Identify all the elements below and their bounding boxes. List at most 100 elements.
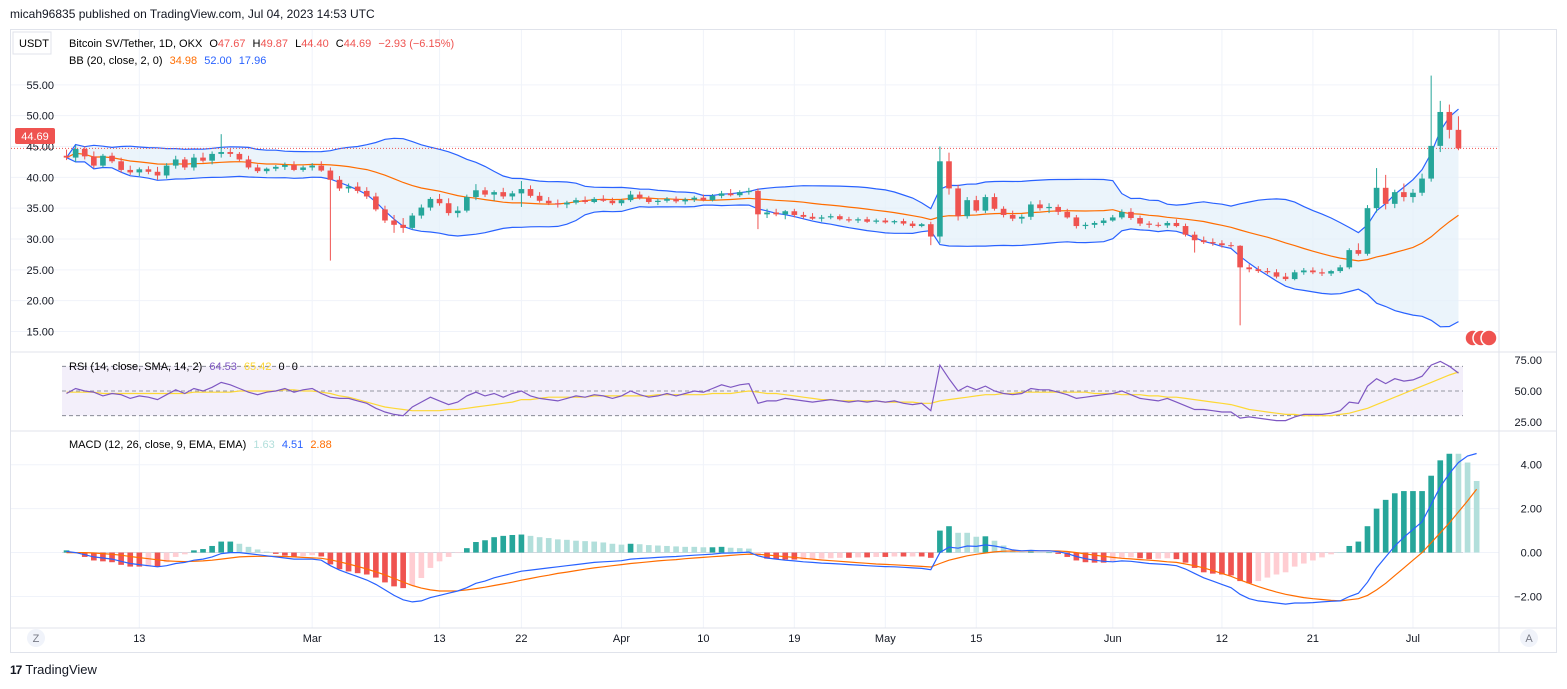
candle-body [909, 223, 916, 227]
macd-histogram-bar [482, 540, 488, 553]
macd-signal-value: 2.88 [310, 439, 331, 451]
macd-histogram-bar [1100, 552, 1107, 563]
publish-caption: micah96835 published on TradingView.com,… [10, 7, 375, 21]
candle-body [1210, 242, 1216, 244]
candle-body [1173, 222, 1180, 227]
macd-histogram-bar [373, 552, 379, 578]
price-tick-label: 55.00 [26, 80, 54, 92]
bollinger-bands [11, 108, 1499, 328]
price-tick-label: 15.00 [26, 327, 54, 339]
macd-histogram-bar [1191, 552, 1198, 568]
candle-body [1337, 267, 1344, 272]
macd-histogram-bar [1310, 552, 1316, 561]
macd-histogram-bar [991, 540, 998, 553]
candle-body [1355, 250, 1362, 254]
macd-histogram-bar [1046, 552, 1052, 554]
candle-body [1246, 267, 1253, 270]
auto-scale-button-label: A [1525, 633, 1533, 645]
macd-histogram-bar [809, 552, 816, 560]
price-tick-label: 25.00 [26, 265, 54, 277]
legend-c-value: 44.69 [344, 38, 372, 50]
chart-frame[interactable]: 55.00 50.00 45.00 40.00 35.00 30.00 25.00 20.00… [10, 29, 1557, 653]
time-tick-label: 22 [515, 633, 527, 645]
candle-body [63, 155, 70, 158]
economic-events-icon[interactable] [1464, 329, 1498, 347]
macd-histogram-bar [1355, 541, 1362, 553]
candle-body [1109, 217, 1116, 221]
candle-body [1119, 211, 1125, 218]
candle-body [1437, 111, 1444, 146]
candle-body [1419, 178, 1425, 193]
macd-histogram-bar [964, 532, 971, 553]
candle-body [946, 161, 952, 189]
macd-histogram-bar [500, 535, 507, 553]
time-tick-label: 10 [697, 633, 709, 645]
candle-body [327, 170, 334, 180]
candle-body [109, 155, 115, 162]
candle-body [345, 186, 352, 189]
candle-body [382, 209, 388, 221]
macd-histogram-bar [700, 547, 707, 553]
macd-histogram-bar [427, 552, 434, 568]
candle-body [1028, 204, 1034, 217]
candle-body [1128, 211, 1134, 219]
candle-body [118, 161, 124, 170]
macd-histogram-bar [709, 547, 716, 553]
macd-histogram-bar [354, 552, 361, 574]
rsi-pane [62, 360, 1463, 422]
bb-basis-value: 34.98 [170, 55, 198, 67]
macd-histogram-bar [1164, 552, 1171, 559]
candle-body [482, 190, 488, 195]
macd-histogram-bar [336, 552, 343, 570]
candle-body [937, 161, 943, 237]
macd-histogram-bar [1264, 552, 1271, 578]
macd-histogram-bar [791, 552, 798, 560]
time-tick-label: 19 [788, 633, 800, 645]
zoom-button[interactable] [27, 629, 45, 647]
macd-histogram-bar [309, 552, 315, 556]
candle-body [464, 197, 470, 211]
macd-line [66, 452, 1477, 605]
macd-histogram-bar [1155, 552, 1162, 559]
candle-body [509, 193, 516, 197]
legend-o-value: 47.67 [218, 38, 246, 50]
price-tick-label: 50.00 [26, 111, 54, 123]
macd-histogram-bar [1401, 491, 1407, 553]
auto-scale-button[interactable] [1520, 629, 1538, 647]
chart-svg[interactable]: 55.00 50.00 45.00 40.00 35.00 30.00 25.00 20.00… [11, 30, 1556, 652]
macd-histogram-bar [1391, 493, 1398, 553]
macd-histogram-bar [172, 552, 179, 557]
macd-histogram-bar [1055, 552, 1061, 554]
legend-h-value: 49.87 [260, 38, 288, 50]
macd-histogram-bar [272, 552, 279, 554]
macd-histogram-bar [827, 552, 834, 559]
candle-body [409, 215, 416, 228]
candle-body [1164, 222, 1171, 226]
macd-histogram-bar [282, 552, 288, 556]
candle-body [554, 203, 561, 205]
macd-histogram-bar [191, 550, 197, 553]
price-tick-label: 30.00 [26, 234, 54, 246]
currency-box[interactable] [12, 31, 52, 55]
macd-histogram-bar [554, 539, 561, 553]
candle-body [1282, 276, 1289, 280]
candle-body [1082, 224, 1089, 227]
candle-body [827, 216, 834, 218]
time-tick-label: 13 [433, 633, 445, 645]
candle-body [91, 156, 97, 166]
zoom-button-label: Z [33, 633, 40, 645]
time-tick-label: Apr [613, 633, 630, 645]
candle-body [809, 216, 816, 219]
candle-body [1018, 216, 1025, 219]
candle-body [837, 216, 843, 220]
macd-histogram-bar [837, 552, 843, 558]
tradingview-logo[interactable]: 17 TradingView [10, 662, 97, 677]
macd-histogram-bar [1200, 552, 1207, 573]
macd-hist-value: 1.63 [253, 439, 274, 451]
macd-histogram-bar [1346, 545, 1353, 553]
macd-histogram-bar [691, 546, 698, 553]
tradingview-brand: TradingView [25, 662, 97, 677]
macd-histogram-bar [1373, 508, 1380, 553]
candle-body [709, 195, 716, 201]
macd-histogram-bar [118, 552, 124, 565]
